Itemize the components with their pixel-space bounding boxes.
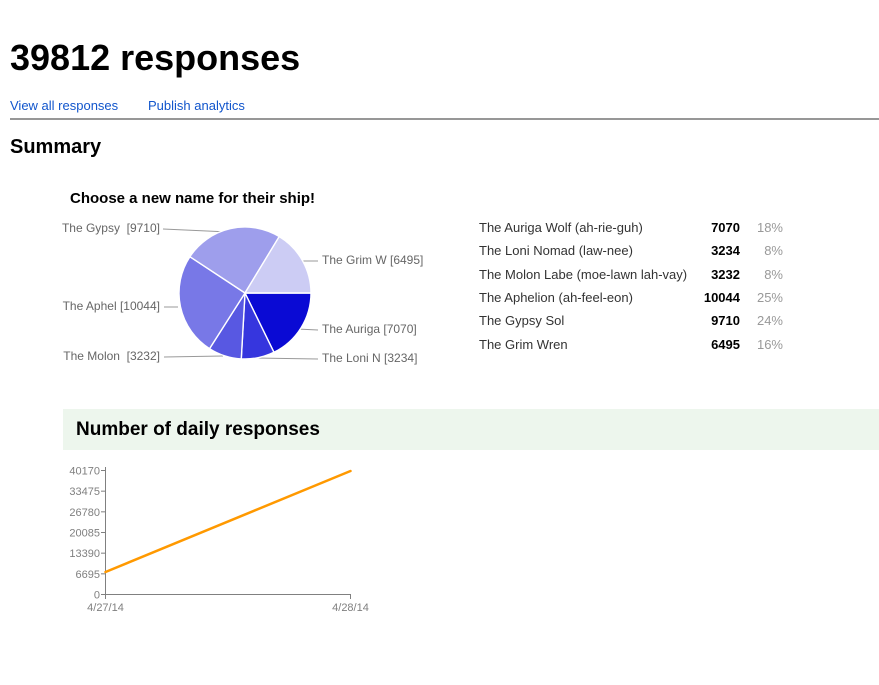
pie-slice-label: The Aphel [10044] [62,299,160,313]
legend-percent: 18% [756,220,783,236]
daily-responses-header: Number of daily responses [63,409,879,450]
pie-slice [188,226,281,294]
legend-row: The Gypsy Sol 9710 24% [479,309,783,332]
y-axis-label: 40170 [69,466,100,478]
separator-line [10,118,879,120]
pie-slice [243,292,312,354]
legend-choice-name: The Grim Wren [479,336,568,352]
question-title: Choose a new name for their ship! [70,190,316,207]
legend-count: 3232 [711,266,740,282]
pie-slice [243,235,312,294]
pie-slice-label: The Loni N [3234] [322,351,418,365]
link-publish-analytics[interactable]: Publish analytics [148,98,245,113]
legend-count: 9710 [711,313,740,329]
legend-percent: 24% [756,313,783,329]
pie-slice-label: The Auriga [7070] [322,322,417,336]
legend-percent: 25% [756,290,783,306]
pie-slice-label: The Molon [3232] [63,349,160,363]
legend-percent: 16% [756,336,783,352]
y-axis-label: 13390 [69,548,100,560]
legend-row: The Loni Nomad (law-nee) 3234 8% [479,239,783,262]
pie-slice-label: The Gypsy [9710] [61,221,160,235]
y-axis-label: 20085 [69,528,100,540]
legend-percent: 8% [764,266,783,282]
legend-row: The Auriga Wolf (ah-rie-guh) 7070 18% [479,216,783,239]
link-view-all-responses[interactable]: View all responses [10,98,119,113]
legend-choice-name: The Auriga Wolf (ah-rie-guh) [479,220,643,236]
y-axis-label: 33475 [69,486,100,498]
legend-choice-name: The Loni Nomad (law-nee) [479,243,633,259]
x-axis-label: 4/28/14 [332,602,369,614]
x-axis-label: 4/27/14 [87,602,124,614]
legend-choice-name: The Aphelion (ah-feel-eon) [479,290,633,306]
legend-count: 10044 [703,290,740,306]
legend-row: The Grim Wren 6495 16% [479,332,783,355]
legend-choice-name: The Gypsy Sol [479,313,565,329]
legend-choice-name: The Molon Labe (moe-lawn lah-vay) [479,266,688,282]
legend-table: The Auriga Wolf (ah-rie-guh) 7070 18% The L… [479,216,783,356]
legend-count: 3234 [711,243,740,259]
page-title: 39812 responses [10,37,301,78]
daily-responses-heading: Number of daily responses [76,419,320,440]
legend-table-body: The Auriga Wolf (ah-rie-guh) 7070 18% The L… [479,216,783,356]
leader-line [162,228,230,233]
pie-slice-label: The Grim W [6495] [322,253,424,267]
legend-count: 6495 [711,336,740,352]
y-axis-label: 26780 [69,507,100,519]
y-axis-label: 0 [94,590,100,602]
legend-percent: 8% [764,243,783,259]
responses-data-line [104,469,352,574]
leader-line [163,355,224,358]
summary-heading: Summary [10,136,102,158]
pie-chart [162,226,319,360]
pie-slice [178,255,246,350]
y-axis-label: 6695 [76,569,100,581]
legend-row: The Aphelion (ah-feel-eon) 10044 25% [479,286,783,309]
legend-row: The Molon Labe (moe-lawn lah-vay) 3232 8% [479,263,783,286]
daily-line-chart: 0 6695 13390 20085 26780 33475 40170 4/27/14 4/2… [69,466,369,615]
legend-count: 7070 [711,220,740,236]
leader-line [251,357,319,360]
